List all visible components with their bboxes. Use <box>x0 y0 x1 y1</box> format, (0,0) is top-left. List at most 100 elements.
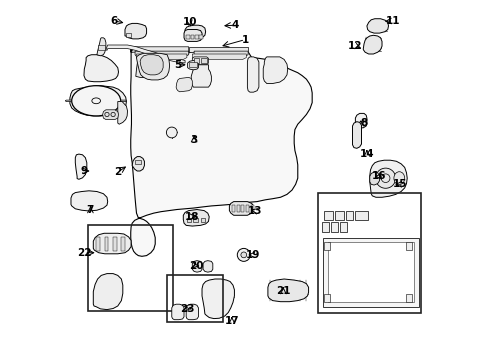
Text: 1: 1 <box>241 35 248 45</box>
Polygon shape <box>192 57 208 65</box>
Polygon shape <box>140 55 163 75</box>
Text: 15: 15 <box>392 179 407 189</box>
Polygon shape <box>327 242 413 302</box>
Bar <box>241 205 244 212</box>
Polygon shape <box>102 110 118 120</box>
Bar <box>126 33 130 37</box>
Text: 20: 20 <box>188 261 203 271</box>
Bar <box>193 218 197 222</box>
Ellipse shape <box>241 252 246 258</box>
Text: 18: 18 <box>184 212 199 222</box>
Polygon shape <box>120 100 126 102</box>
Bar <box>323 242 329 250</box>
Text: 13: 13 <box>247 206 261 216</box>
Text: 11: 11 <box>385 16 399 26</box>
Bar <box>355 211 367 220</box>
Polygon shape <box>70 86 126 116</box>
Ellipse shape <box>393 172 404 185</box>
Polygon shape <box>132 157 144 171</box>
Polygon shape <box>130 48 311 256</box>
Polygon shape <box>186 304 198 320</box>
Polygon shape <box>191 65 211 87</box>
Text: 5: 5 <box>174 60 181 70</box>
Bar <box>405 294 411 302</box>
Text: 22: 22 <box>77 248 91 258</box>
Bar <box>96 237 100 251</box>
Polygon shape <box>263 57 287 84</box>
Ellipse shape <box>375 168 395 188</box>
Text: 2: 2 <box>114 167 121 177</box>
Text: 23: 23 <box>180 304 195 314</box>
Text: 3: 3 <box>190 135 197 145</box>
Text: 4: 4 <box>231 20 239 30</box>
Polygon shape <box>97 38 106 56</box>
Polygon shape <box>194 51 247 57</box>
Polygon shape <box>185 25 205 39</box>
Polygon shape <box>355 113 366 128</box>
Bar <box>250 205 253 212</box>
Polygon shape <box>136 53 169 80</box>
Polygon shape <box>75 154 87 179</box>
Polygon shape <box>183 30 202 41</box>
Bar <box>88 225 172 311</box>
Polygon shape <box>187 60 198 70</box>
Bar <box>189 62 197 67</box>
Polygon shape <box>93 233 131 254</box>
Bar <box>236 205 239 212</box>
Polygon shape <box>188 47 247 52</box>
Text: 10: 10 <box>182 17 197 27</box>
Polygon shape <box>135 51 188 57</box>
Polygon shape <box>84 55 118 82</box>
Ellipse shape <box>72 86 121 116</box>
Polygon shape <box>71 191 107 211</box>
Polygon shape <box>352 122 361 148</box>
Polygon shape <box>369 172 379 185</box>
Polygon shape <box>93 274 122 310</box>
Polygon shape <box>202 279 234 319</box>
Polygon shape <box>363 35 381 54</box>
Text: 7: 7 <box>86 204 94 215</box>
Bar <box>245 205 248 212</box>
Polygon shape <box>183 210 209 226</box>
Bar <box>190 35 194 39</box>
Polygon shape <box>203 261 212 272</box>
Polygon shape <box>106 45 185 63</box>
Polygon shape <box>176 77 192 92</box>
Bar <box>113 237 116 251</box>
Polygon shape <box>118 102 127 124</box>
Bar <box>323 294 329 302</box>
Bar <box>121 237 125 251</box>
Polygon shape <box>131 47 188 52</box>
Ellipse shape <box>166 127 177 138</box>
Polygon shape <box>125 23 146 39</box>
Text: 16: 16 <box>371 171 386 181</box>
Bar <box>231 205 234 212</box>
Bar <box>318 193 420 313</box>
Text: 12: 12 <box>347 41 362 51</box>
Polygon shape <box>322 238 418 307</box>
Bar <box>194 58 199 63</box>
Polygon shape <box>192 54 246 59</box>
Bar <box>335 211 344 220</box>
Text: 19: 19 <box>246 250 260 260</box>
Bar <box>186 35 189 39</box>
Bar <box>167 275 223 322</box>
Text: 17: 17 <box>224 316 239 326</box>
Bar <box>405 242 411 250</box>
Bar <box>134 160 141 164</box>
Bar <box>186 218 191 222</box>
Polygon shape <box>171 304 183 320</box>
Text: 8: 8 <box>360 118 367 128</box>
Bar <box>201 58 206 63</box>
Bar <box>98 45 104 50</box>
Text: 6: 6 <box>110 16 118 26</box>
Text: 14: 14 <box>359 149 373 159</box>
Text: 21: 21 <box>276 286 290 296</box>
Text: 9: 9 <box>81 166 88 176</box>
Polygon shape <box>369 160 407 197</box>
Bar <box>330 222 337 232</box>
Bar <box>321 222 328 232</box>
Ellipse shape <box>237 248 250 261</box>
Bar <box>339 222 346 232</box>
Polygon shape <box>229 202 253 215</box>
